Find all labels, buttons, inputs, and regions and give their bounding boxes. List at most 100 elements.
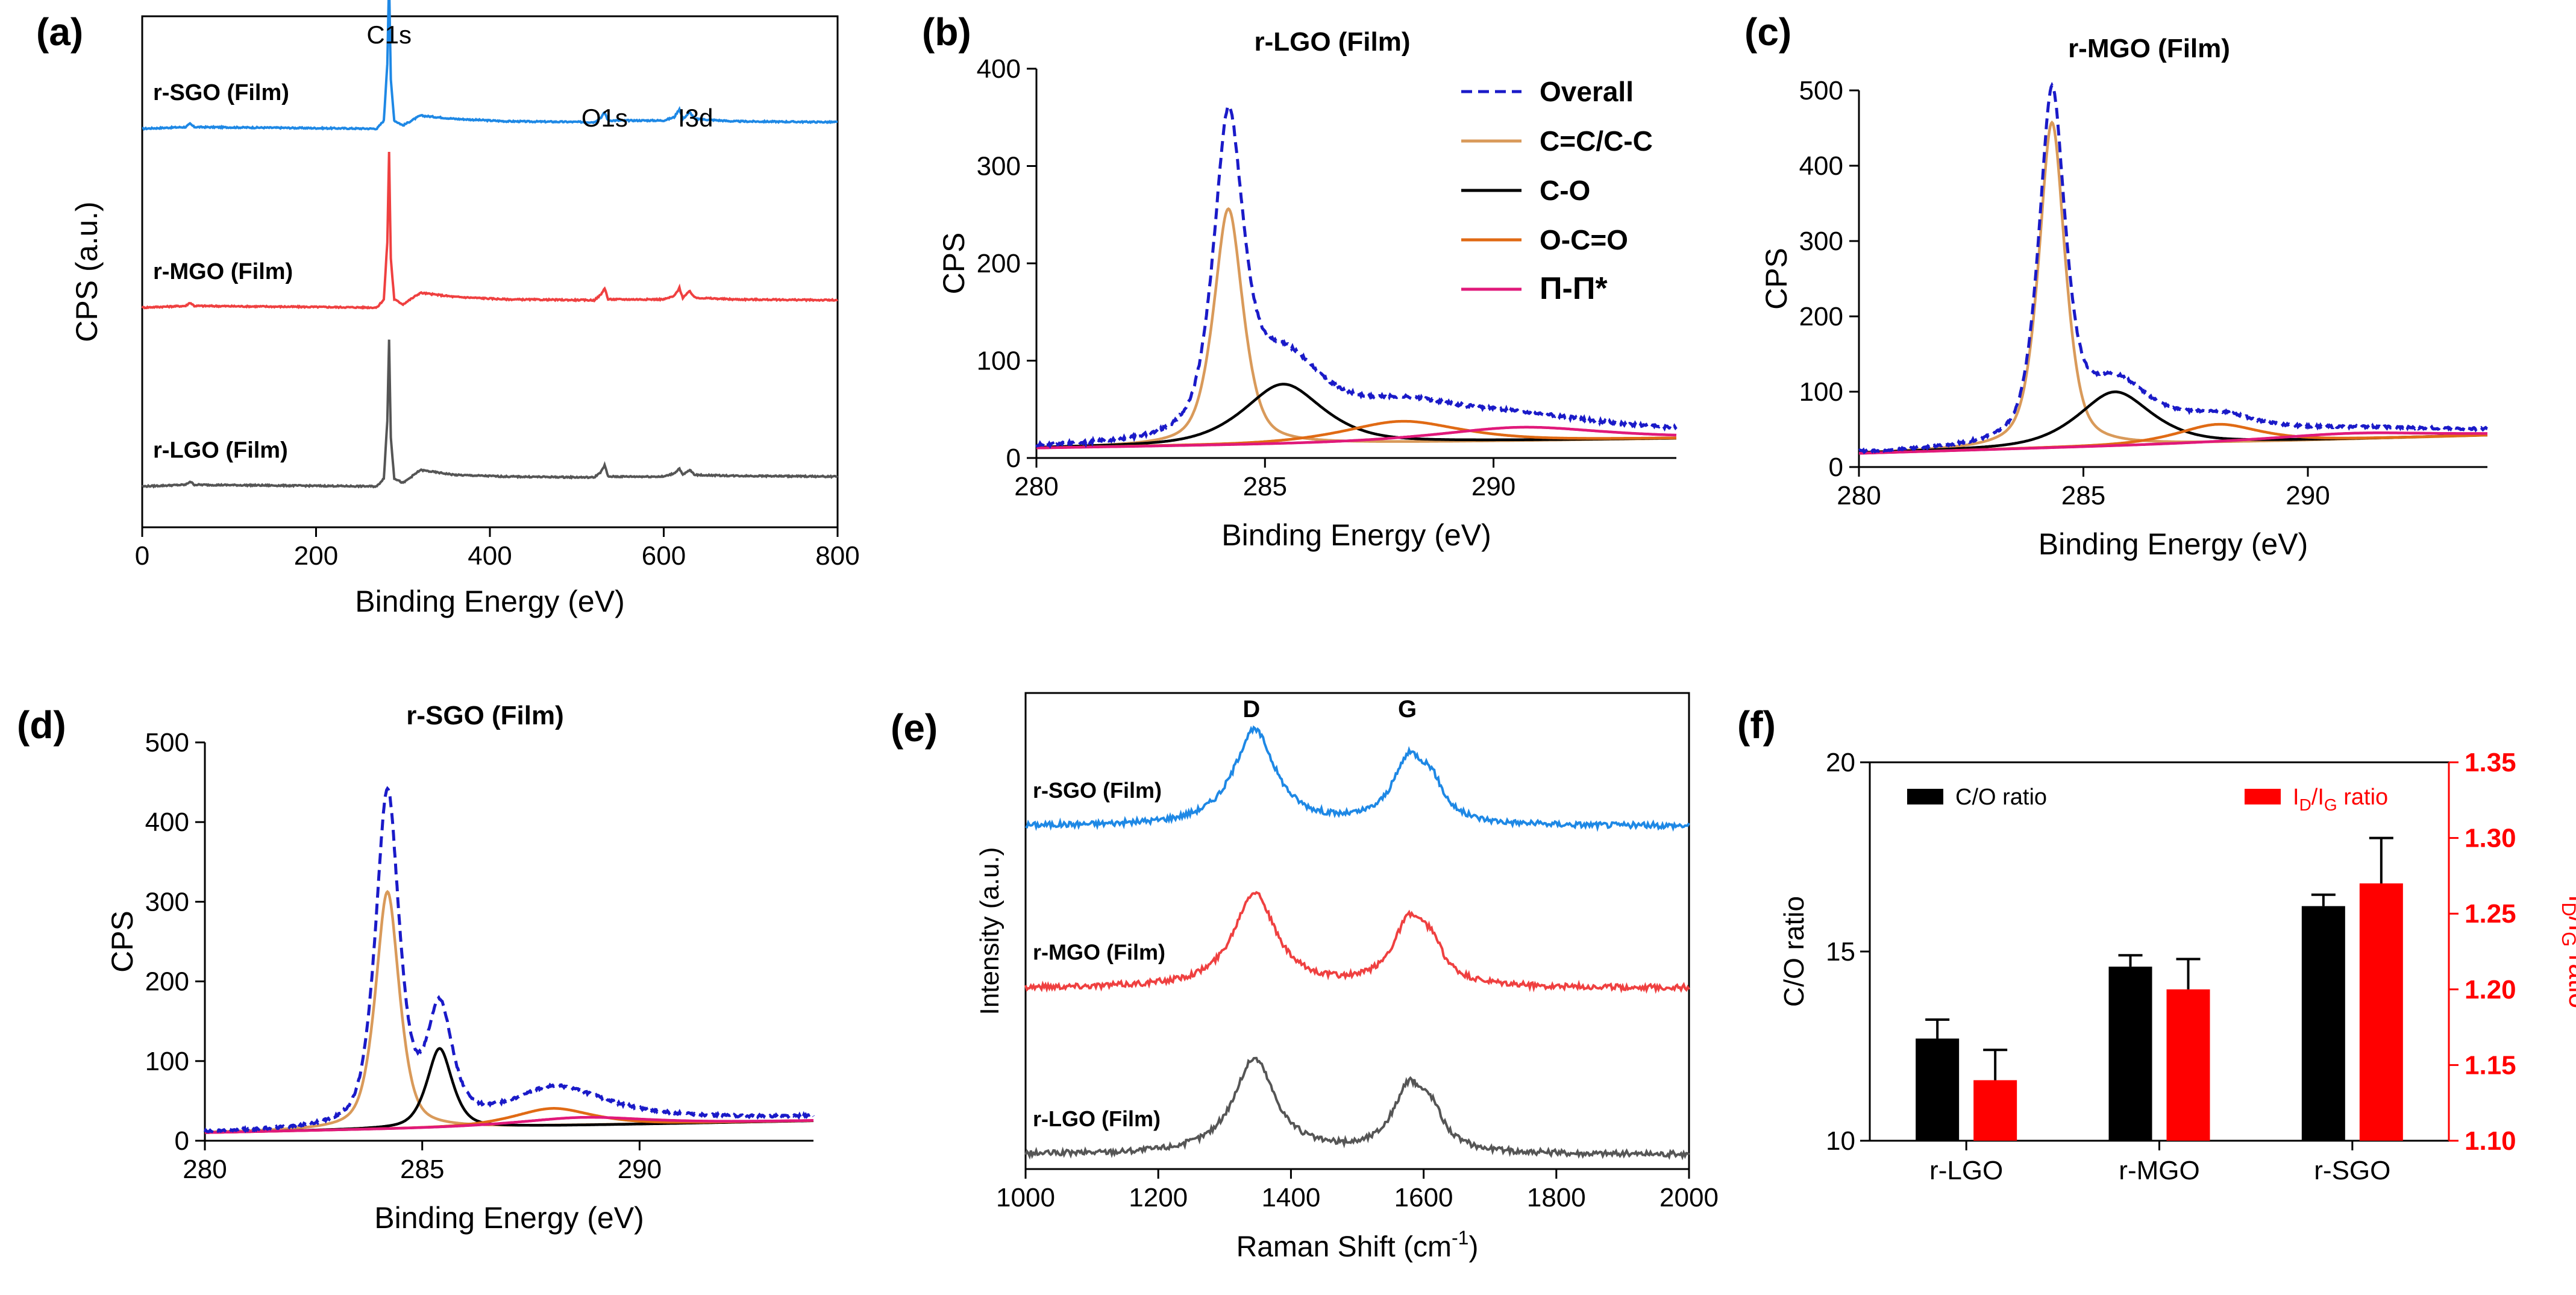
x-tick-label: 280	[183, 1155, 227, 1184]
legend-swatch-co	[1907, 789, 1943, 804]
peak-label: C1s	[366, 20, 412, 49]
panel-f: (f) 10 15 20 1.10 1.15 1.20 1.25 1.30 1.35 C/O rat…	[1737, 703, 2576, 1185]
chart-title: r-SGO (Film)	[406, 701, 564, 730]
y-tick-label: 500	[1799, 76, 1843, 105]
chart-title: r-LGO (Film)	[1254, 27, 1410, 57]
panel-label: (a)	[36, 10, 83, 54]
x-tick-label: 600	[642, 541, 686, 571]
y-tick-label-right: 1.10	[2465, 1126, 2516, 1156]
x-axis-title-sup: -1	[1452, 1227, 1468, 1249]
panel-b: (b) 280 285 290 0 100 200 300 400 Binding Energy …	[922, 10, 1678, 552]
label-part: ratio	[2337, 785, 2388, 810]
label-part: G	[2558, 932, 2576, 947]
y-tick-label-right: 1.15	[2465, 1050, 2516, 1080]
peak-label: I3d	[678, 104, 713, 132]
peak-label: D	[1243, 696, 1260, 723]
series-label: r-MGO (Film)	[153, 259, 293, 284]
bar-idig	[2166, 989, 2210, 1141]
panel-label: (e)	[891, 706, 938, 750]
series-label: r-SGO (Film)	[153, 80, 289, 105]
legend-swatch-idig	[2245, 789, 2281, 804]
bar-co	[2108, 967, 2152, 1141]
panel-d: (d) 280 285 290 0 100 200 300 400 500 Binding Ener…	[17, 701, 815, 1235]
chart-title: r-MGO (Film)	[2068, 34, 2230, 63]
panel-label: (b)	[922, 10, 971, 54]
component-line	[1859, 431, 2487, 455]
bar-co	[1916, 1038, 1960, 1141]
legend-label: O-C=O	[1540, 224, 1628, 256]
x-tick-label: 1000	[996, 1183, 1055, 1212]
y-tick-label: 200	[145, 967, 189, 997]
y-tick-label: 300	[145, 887, 189, 917]
y-tick-label: 200	[1799, 302, 1843, 331]
x-category-label: r-SGO	[2314, 1156, 2390, 1185]
bar-idig	[2359, 883, 2403, 1141]
x-tick-label: 280	[1837, 481, 1881, 510]
y-tick-label: 0	[1006, 444, 1021, 473]
y-tick-label: 0	[1829, 453, 1843, 482]
panel-label: (f)	[1737, 703, 1776, 747]
x-tick-label: 2000	[1659, 1183, 1719, 1212]
overall-envelope	[203, 786, 815, 1134]
panel-e: (e) 1000 1200 1400 1600 1800 2000 Raman Shift (…	[891, 692, 1719, 1263]
panel-c: (c) 280 285 290 0 100 200 300 400 500 Binding Ener…	[1744, 10, 2488, 561]
legend-label: C/O ratio	[1955, 785, 2047, 810]
y-axis-title-right: ID/IG ratio	[2558, 895, 2576, 1009]
series-line-r-SGO	[142, 0, 838, 131]
x-tick-label: 1200	[1129, 1183, 1188, 1212]
y-axis-title: CPS	[937, 233, 971, 295]
raman-series-line	[1025, 725, 1690, 832]
label-part: I	[2563, 895, 2576, 903]
y-tick-label: 15	[1826, 937, 1855, 967]
series-label: r-LGO (Film)	[153, 438, 288, 463]
plot-frame	[1024, 692, 1690, 1170]
x-tick-label: 1600	[1394, 1183, 1453, 1212]
x-tick-label: 1800	[1527, 1183, 1586, 1212]
x-axis-title-main: Raman Shift (cm	[1236, 1231, 1452, 1263]
y-tick-label: 100	[145, 1047, 189, 1076]
y-tick-label-right: 1.30	[2465, 824, 2516, 853]
x-axis-title: Raman Shift (cm-1)	[1236, 1227, 1479, 1263]
y-tick-label-right: 1.25	[2465, 899, 2516, 929]
y-tick-label: 0	[175, 1126, 189, 1156]
legend-label: Π-Π*	[1540, 271, 1608, 306]
x-tick-label: 290	[1471, 472, 1515, 501]
label-part: /I	[2563, 917, 2576, 932]
x-tick-label: 400	[468, 541, 512, 571]
bar-co	[2301, 906, 2345, 1141]
label-part: G	[2324, 795, 2337, 814]
x-axis-title: Binding Energy (eV)	[355, 585, 624, 618]
legend-label-idig: ID/IG ratio	[2293, 785, 2388, 814]
y-tick-label: 500	[145, 728, 189, 757]
y-axis-title: CPS	[105, 911, 139, 973]
x-axis-title: Binding Energy (eV)	[2039, 527, 2308, 561]
series-label: r-LGO (Film)	[1033, 1106, 1161, 1131]
raman-series-line	[1024, 891, 1690, 994]
x-axis-title: Binding Energy (eV)	[374, 1201, 644, 1235]
component-line	[205, 1115, 813, 1134]
y-tick-label: 10	[1826, 1126, 1855, 1156]
x-tick-label: 290	[618, 1155, 662, 1184]
y-tick-label-right: 1.20	[2465, 975, 2516, 1005]
peak-label: G	[1398, 696, 1417, 723]
x-tick-label: 285	[400, 1155, 444, 1184]
x-axis-title: Binding Energy (eV)	[1221, 518, 1491, 552]
x-tick-label: 1400	[1261, 1183, 1320, 1212]
x-tick-label: 280	[1014, 472, 1058, 501]
raman-series-line	[1024, 1056, 1690, 1161]
panel-a: (a) 0 200 400 600 800 Binding Energy (eV) CPS (…	[36, 0, 860, 618]
y-tick-label: 100	[1799, 377, 1843, 407]
legend-label: Overall	[1540, 76, 1634, 107]
y-axis-title: CPS (a.u.)	[70, 201, 104, 342]
x-category-label: r-LGO	[1929, 1156, 2003, 1185]
x-tick-label: 290	[2286, 481, 2330, 510]
y-tick-label: 400	[1799, 151, 1843, 181]
series-label: r-MGO (Film)	[1033, 939, 1165, 964]
x-tick-label: 800	[815, 541, 859, 571]
label-part: D	[2558, 902, 2576, 916]
label-part: I	[2293, 785, 2299, 810]
overall-envelope	[1858, 81, 2488, 455]
x-tick-label: 200	[294, 541, 338, 571]
y-tick-label: 200	[977, 249, 1021, 278]
y-tick-label-right: 1.35	[2465, 748, 2516, 777]
